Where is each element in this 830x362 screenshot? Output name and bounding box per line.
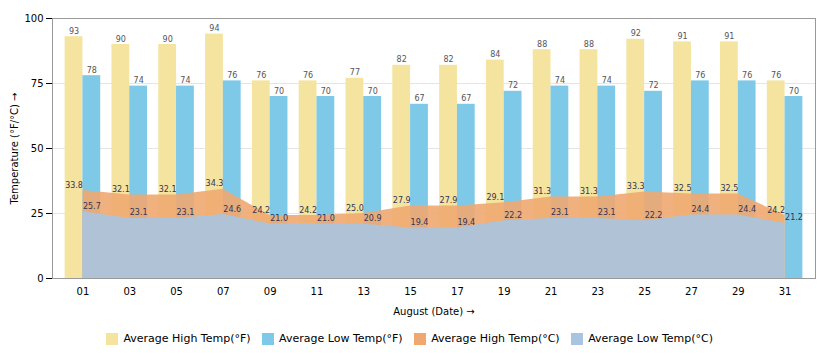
svg-text:25.0: 25.0 xyxy=(346,204,364,213)
svg-text:31: 31 xyxy=(779,286,792,297)
svg-text:76: 76 xyxy=(303,71,313,80)
svg-text:75: 75 xyxy=(31,78,44,89)
svg-text:100: 100 xyxy=(24,13,43,24)
svg-text:76: 76 xyxy=(256,71,266,80)
svg-text:23.1: 23.1 xyxy=(551,208,569,217)
svg-text:19.4: 19.4 xyxy=(457,218,475,227)
svg-text:21.0: 21.0 xyxy=(270,214,288,223)
svg-text:32.5: 32.5 xyxy=(720,184,738,193)
svg-text:24.2: 24.2 xyxy=(252,206,270,215)
html-text:Average High Temp(°C): Average High Temp(°C) xyxy=(431,332,560,345)
svg-text:23.1: 23.1 xyxy=(598,208,616,217)
svg-text:24.6: 24.6 xyxy=(223,205,241,214)
svg-text:31.3: 31.3 xyxy=(533,187,551,196)
svg-text:19: 19 xyxy=(498,286,511,297)
svg-text:72: 72 xyxy=(648,81,658,90)
svg-text:91: 91 xyxy=(677,32,687,41)
svg-text:27.9: 27.9 xyxy=(393,196,411,205)
svg-text:21.2: 21.2 xyxy=(785,213,803,222)
svg-text:77: 77 xyxy=(350,68,360,77)
svg-text:82: 82 xyxy=(397,55,407,64)
svg-text:74: 74 xyxy=(134,76,144,85)
svg-text:88: 88 xyxy=(584,40,594,49)
svg-text:27.9: 27.9 xyxy=(440,196,458,205)
svg-text:27: 27 xyxy=(685,286,698,297)
svg-text:76: 76 xyxy=(695,71,705,80)
svg-text:23.1: 23.1 xyxy=(130,208,148,217)
svg-text:25: 25 xyxy=(31,208,44,219)
svg-text:25.7: 25.7 xyxy=(83,202,101,211)
svg-text:78: 78 xyxy=(87,66,97,75)
svg-text:33.8: 33.8 xyxy=(65,181,83,190)
svg-text:01: 01 xyxy=(77,286,90,297)
svg-text:92: 92 xyxy=(631,29,641,38)
svg-text:88: 88 xyxy=(537,40,547,49)
svg-text:24.2: 24.2 xyxy=(299,206,317,215)
svg-text:93: 93 xyxy=(69,27,79,36)
svg-text:74: 74 xyxy=(180,76,190,85)
svg-text:84: 84 xyxy=(490,50,500,59)
svg-text:17: 17 xyxy=(451,286,464,297)
svg-text:19.4: 19.4 xyxy=(411,218,429,227)
svg-text:22.2: 22.2 xyxy=(504,211,522,220)
svg-text:90: 90 xyxy=(163,35,173,44)
svg-text:67: 67 xyxy=(461,94,471,103)
svg-text:31.3: 31.3 xyxy=(580,187,598,196)
svg-text:29: 29 xyxy=(732,286,745,297)
html-text:Average Low Temp(°C): Average Low Temp(°C) xyxy=(588,332,714,345)
svg-text:70: 70 xyxy=(321,87,331,96)
svg-text:09: 09 xyxy=(264,286,277,297)
svg-text:74: 74 xyxy=(602,76,612,85)
svg-text:21.0: 21.0 xyxy=(317,214,335,223)
svg-text:21: 21 xyxy=(545,286,558,297)
svg-text:August (Date) →: August (Date) → xyxy=(393,306,474,317)
svg-text:24.4: 24.4 xyxy=(738,205,756,214)
svg-text:76: 76 xyxy=(227,71,237,80)
svg-text:32.1: 32.1 xyxy=(159,185,177,194)
svg-text:24.4: 24.4 xyxy=(691,205,709,214)
svg-text:29.1: 29.1 xyxy=(486,193,504,202)
svg-text:20.9: 20.9 xyxy=(364,214,382,223)
svg-text:72: 72 xyxy=(508,81,518,90)
svg-text:07: 07 xyxy=(217,286,230,297)
svg-text:94: 94 xyxy=(209,24,219,33)
svg-text:03: 03 xyxy=(123,286,136,297)
svg-text:74: 74 xyxy=(555,76,565,85)
svg-text:22.2: 22.2 xyxy=(645,211,663,220)
svg-text:67: 67 xyxy=(414,94,424,103)
svg-text:70: 70 xyxy=(368,87,378,96)
svg-text:25: 25 xyxy=(638,286,651,297)
html-text:Average Low Temp(°F): Average Low Temp(°F) xyxy=(279,332,403,345)
svg-text:23: 23 xyxy=(591,286,604,297)
svg-text:50: 50 xyxy=(31,143,44,154)
svg-text:13: 13 xyxy=(357,286,370,297)
svg-text:15: 15 xyxy=(404,286,417,297)
svg-text:76: 76 xyxy=(742,71,752,80)
svg-text:11: 11 xyxy=(311,286,324,297)
svg-text:90: 90 xyxy=(116,35,126,44)
svg-text:70: 70 xyxy=(789,87,799,96)
html-text:Average High Temp(°F): Average High Temp(°F) xyxy=(123,332,251,345)
svg-text:33.3: 33.3 xyxy=(627,182,645,191)
svg-text:32.1: 32.1 xyxy=(112,185,130,194)
svg-text:91: 91 xyxy=(724,32,734,41)
svg-text:23.1: 23.1 xyxy=(177,208,195,217)
svg-text:34.3: 34.3 xyxy=(206,179,224,188)
svg-text:70: 70 xyxy=(274,87,284,96)
svg-text:0: 0 xyxy=(37,273,43,284)
svg-text:32.5: 32.5 xyxy=(674,184,692,193)
svg-text:76: 76 xyxy=(771,71,781,80)
svg-text:05: 05 xyxy=(170,286,183,297)
svg-text:82: 82 xyxy=(443,55,453,64)
svg-text:24.2: 24.2 xyxy=(767,206,785,215)
svg-text:Temperature (°F/°C) →: Temperature (°F/°C) → xyxy=(9,93,20,206)
